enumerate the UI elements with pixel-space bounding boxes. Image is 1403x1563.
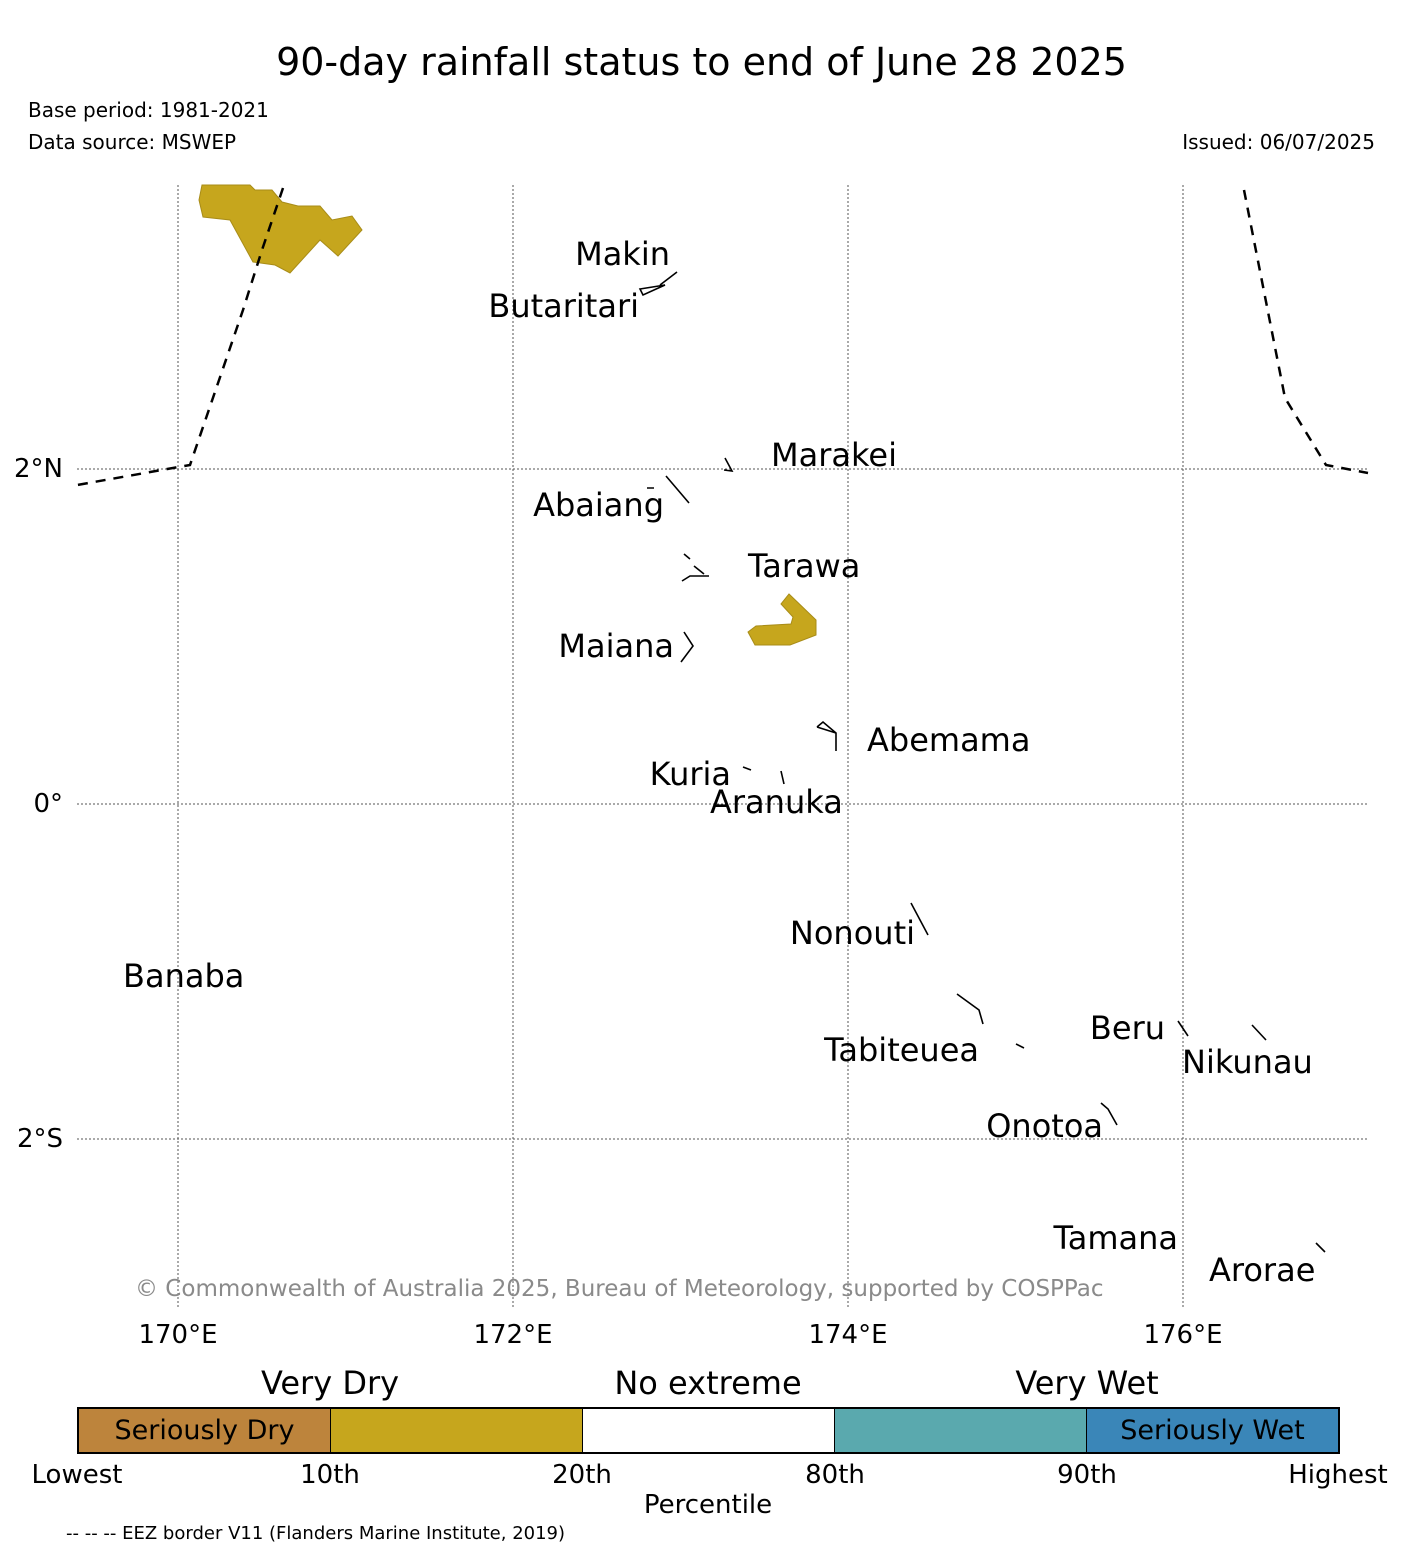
island-label-makin: Makin <box>575 235 670 273</box>
island-label-tarawa: Tarawa <box>747 547 860 585</box>
island-label-aranuka: Aranuka <box>710 783 843 821</box>
legend-group-very-wet: Very Wet <box>1015 1364 1159 1402</box>
island-label-tabiteuea: Tabiteuea <box>823 1031 979 1069</box>
island-shape-tarawa <box>681 553 709 582</box>
lon-label-176: 176°E <box>1143 1320 1222 1350</box>
eez-borders <box>76 187 1369 487</box>
very-dry-area-tarawa <box>747 593 817 646</box>
island-shape-arorae <box>1315 1242 1326 1253</box>
legend-segment-seriously-dry: Seriously Dry <box>79 1409 331 1452</box>
eez-border-east <box>1242 189 1369 475</box>
island-label-arorae: Arorae <box>1209 1251 1315 1289</box>
legend-tick-80th: 80th <box>805 1460 865 1490</box>
island-label-nonouti: Nonouti <box>790 914 915 952</box>
island-shape-tabiteuea <box>956 993 1025 1049</box>
lat-label-2n: 2°N <box>14 454 63 484</box>
island-shape-onotoa <box>1100 1102 1118 1126</box>
island-label-nikunau: Nikunau <box>1182 1043 1313 1081</box>
island-label-butaritari: Butaritari <box>488 287 639 325</box>
island-label-abemama: Abemama <box>867 721 1030 759</box>
copyright-text: © Commonwealth of Australia 2025, Bureau… <box>135 1276 1104 1302</box>
legend-group-no-extreme: No extreme <box>614 1364 802 1402</box>
legend-segment-very-wet <box>835 1409 1087 1452</box>
lon-label-174: 174°E <box>808 1320 887 1350</box>
eez-note-text: -- -- -- EEZ border V11 (Flanders Marine… <box>66 1523 566 1544</box>
legend-tick-highest: Highest <box>1288 1460 1388 1490</box>
island-shape-maiana <box>680 631 694 663</box>
lat-label-2s: 2°S <box>17 1124 63 1154</box>
island-shape-nonouti <box>910 902 929 936</box>
lon-label-170: 170°E <box>138 1320 217 1350</box>
island-label-marakei: Marakei <box>771 436 897 474</box>
legend-tick-20th: 20th <box>552 1460 612 1490</box>
island-shape-beru <box>1177 1020 1189 1037</box>
issued-date-text: Issued: 06/07/2025 <box>1182 130 1375 154</box>
map-title: 90-day rainfall status to end of June 28… <box>276 40 1127 84</box>
island-label-kuria: Kuria <box>650 755 731 793</box>
eez-border-west <box>76 187 285 487</box>
island-shape-abemama <box>816 720 837 751</box>
island-label-tamana: Tamana <box>1052 1219 1178 1257</box>
legend-group-very-dry: Very Dry <box>260 1364 400 1402</box>
very-dry-area-north <box>198 184 363 274</box>
graticule <box>77 185 1367 1307</box>
island-shape-abaiang <box>647 475 690 504</box>
data-source-text: Data source: MSWEP <box>28 130 237 154</box>
legend-segment-seriously-wet: Seriously Wet <box>1087 1409 1338 1452</box>
island-shape-nikunau <box>1251 1024 1267 1041</box>
legend-segment-no-extreme <box>583 1409 835 1452</box>
legend-segment-very-dry <box>331 1409 583 1452</box>
legend-tick-10th: 10th <box>300 1460 360 1490</box>
very-dry-areas <box>198 184 817 646</box>
lat-label-0: 0° <box>33 789 63 819</box>
base-period-text: Base period: 1981-2021 <box>28 98 269 122</box>
island-shape-makin <box>659 271 678 286</box>
legend-axis-label: Percentile <box>643 1490 773 1520</box>
legend-tick-lowest: Lowest <box>31 1460 123 1490</box>
island-label-maiana: Maiana <box>558 627 674 665</box>
legend-tick-90th: 90th <box>1057 1460 1117 1490</box>
island-label-beru: Beru <box>1090 1009 1165 1047</box>
island-label-abaiang: Abaiang <box>533 486 664 524</box>
island-shape-kuria <box>742 766 752 771</box>
island-shape-marakei <box>723 457 734 472</box>
island-outlines <box>638 271 1326 1253</box>
island-shape-butaritari <box>638 284 666 297</box>
island-label-banaba: Banaba <box>123 957 244 995</box>
island-shape-aranuka <box>780 770 785 785</box>
island-label-onotoa: Onotoa <box>986 1107 1103 1145</box>
legend-colorbar: Seriously Dry Seriously Wet <box>77 1407 1340 1454</box>
lon-label-172: 172°E <box>473 1320 552 1350</box>
